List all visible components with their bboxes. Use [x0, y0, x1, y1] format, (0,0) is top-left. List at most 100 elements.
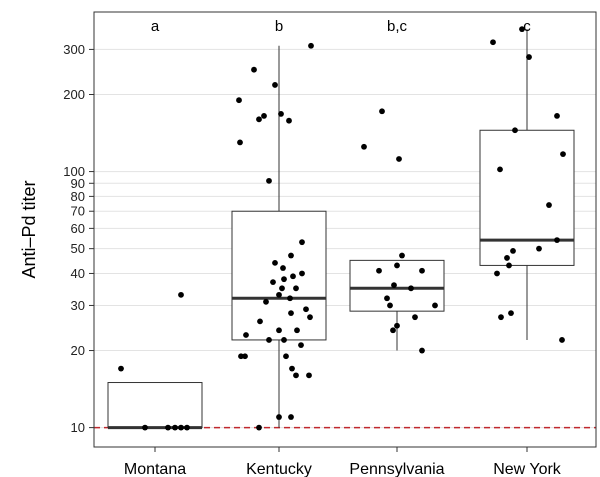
category-label: Kentucky [246, 461, 312, 477]
data-point [251, 66, 257, 73]
y-tick-label: 100 [63, 164, 85, 179]
category-label: Montana [124, 461, 186, 477]
data-point [288, 310, 294, 317]
data-point [379, 108, 385, 115]
data-point [391, 282, 397, 289]
data-point [243, 332, 249, 338]
box-body [349, 259, 445, 312]
data-point [394, 262, 400, 269]
data-point [559, 337, 565, 343]
data-point [272, 259, 278, 266]
data-point [281, 337, 287, 343]
data-point [307, 314, 313, 321]
data-point [279, 285, 285, 292]
significance-label: a [151, 18, 160, 35]
data-point [519, 26, 525, 33]
data-point [399, 252, 405, 259]
data-point [290, 273, 296, 280]
data-point [278, 110, 284, 117]
data-point [299, 270, 305, 277]
significance-label: b [275, 18, 283, 35]
data-point [504, 255, 510, 261]
data-point [396, 156, 402, 162]
data-point [526, 54, 532, 60]
y-tick-label: 300 [63, 42, 85, 57]
data-point [280, 265, 286, 271]
data-point [165, 424, 171, 431]
data-point [256, 116, 262, 123]
y-tick-label: 40 [71, 266, 85, 281]
boxes [107, 29, 575, 430]
data-point [283, 353, 289, 360]
data-points [118, 26, 566, 431]
data-point [288, 414, 294, 420]
data-point [498, 314, 504, 321]
data-point [303, 306, 309, 313]
significance-label: c [523, 18, 531, 35]
y-tick-label: 30 [71, 298, 85, 313]
data-point [536, 245, 542, 252]
box-body [107, 382, 203, 429]
data-point [287, 295, 293, 302]
data-point [512, 127, 518, 134]
data-point [361, 143, 367, 150]
data-point [266, 177, 272, 184]
box-kentucky [231, 45, 327, 428]
data-point [142, 424, 148, 431]
data-point [281, 276, 287, 283]
data-point [510, 247, 516, 254]
data-point [118, 365, 124, 372]
y-tick-label: 10 [71, 420, 85, 435]
data-point [408, 285, 414, 292]
data-point [261, 112, 267, 119]
data-point [306, 372, 312, 379]
data-point [272, 82, 278, 88]
data-point [286, 117, 292, 124]
y-tick-label: 200 [63, 87, 85, 102]
y-tick-label: 70 [71, 204, 85, 219]
y-axis-title: Anti–Pd titer [19, 180, 39, 278]
y-tick-label: 80 [71, 189, 85, 204]
data-point [172, 424, 178, 431]
data-point [376, 267, 382, 274]
data-point [236, 97, 242, 104]
data-point [298, 342, 304, 349]
data-point [266, 337, 272, 343]
data-point [178, 291, 184, 298]
data-point [299, 239, 305, 246]
data-point [270, 279, 276, 286]
data-point [293, 372, 299, 379]
data-point [184, 424, 190, 431]
category-labels: Montana Kentucky Pennsylvania New York [124, 461, 562, 477]
data-point [294, 327, 300, 334]
data-point [508, 310, 514, 317]
y-tick-label: 60 [71, 221, 85, 236]
data-point [560, 151, 566, 158]
data-point [276, 327, 282, 334]
box-montana [107, 382, 203, 430]
data-point [276, 414, 282, 420]
data-point [293, 285, 299, 292]
data-point [242, 353, 248, 360]
data-point [178, 424, 184, 431]
data-point [497, 166, 503, 173]
data-point [432, 302, 438, 309]
data-point [308, 42, 314, 49]
category-label: Pennsylvania [349, 461, 444, 477]
data-point [387, 302, 393, 309]
data-point [289, 365, 295, 372]
data-point [263, 298, 269, 305]
data-point [276, 291, 282, 298]
data-point [554, 237, 560, 243]
plot-frame [93, 11, 597, 448]
box-pennsylvania [349, 259, 445, 351]
data-point [546, 202, 552, 208]
category-label: New York [493, 461, 562, 477]
box-body [231, 210, 327, 341]
data-point [390, 327, 396, 334]
data-point [384, 295, 390, 302]
y-tick-label: 90 [71, 176, 85, 191]
data-point [490, 39, 496, 46]
